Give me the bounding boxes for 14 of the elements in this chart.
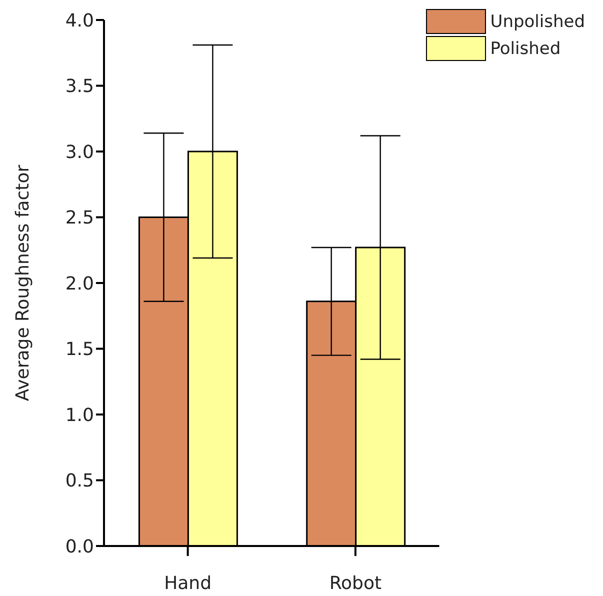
y-axis-title: Average Roughness factor — [12, 164, 34, 402]
y-tick-label: 3.0 — [65, 142, 94, 163]
y-tick-label: 0.5 — [65, 470, 94, 492]
y-tick-label: 1.5 — [65, 339, 94, 360]
y-tick-label: 0.0 — [65, 536, 94, 558]
y-tick-label: 4.0 — [65, 10, 94, 32]
y-tick-label: 2.5 — [65, 208, 94, 229]
legend-label: Unpolished — [490, 12, 585, 32]
y-tick-label: 1.0 — [65, 404, 94, 426]
y-tick-label: 2.0 — [65, 273, 94, 294]
x-tick-label: Hand — [164, 572, 212, 594]
x-tick-label: Robot — [329, 572, 382, 594]
legend-label: Polished — [490, 38, 561, 58]
y-tick-label: 3.5 — [65, 76, 94, 98]
